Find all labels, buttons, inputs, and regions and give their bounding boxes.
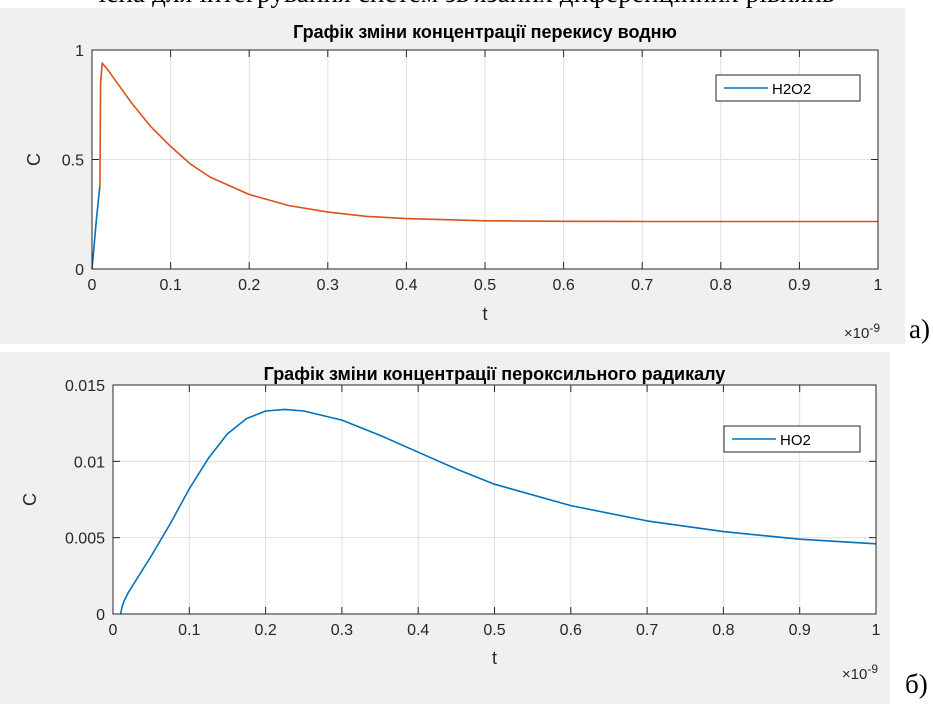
y-tick-label: 0 [96, 607, 105, 624]
x-tick-label: 0.6 [552, 277, 574, 294]
x-tick-label: 0.3 [331, 622, 353, 639]
legend-entry: H2O2 [772, 81, 811, 98]
y-tick-label: 0.005 [65, 531, 105, 548]
x-tick-label: 0.8 [710, 277, 732, 294]
chart-panel-peroxyl-radical: 0 0.1 0.2 0.3 0.4 0.5 0.6 0.7 0.8 0.9 1 0 0.005 0.01 0… [0, 352, 890, 704]
x-tick-label: 0 [109, 622, 118, 639]
chart-title: Графік зміни концентрації пероксильного … [264, 364, 726, 384]
y-tick-label: 0 [75, 262, 84, 279]
x-tick-label: 0.5 [483, 622, 505, 639]
x-tick-label: 0.9 [789, 622, 811, 639]
legend-entry: HO2 [780, 432, 811, 449]
x-tick-label: 0.4 [395, 277, 417, 294]
chart-title: Графік зміни концентрації перекису водню [293, 22, 677, 42]
legend: HO2 [723, 425, 861, 453]
x-tick-label: 0.4 [407, 622, 429, 639]
chart-hydrogen-peroxide: 0 0.1 0.2 0.3 0.4 0.5 0.6 0.7 0.8 0.9 1 0 0.5 1 Графік… [24, 22, 883, 342]
y-tick-label: 0.015 [65, 378, 105, 395]
legend: H2O2 [715, 74, 861, 102]
x-tick-label: 1 [874, 277, 883, 294]
x-tick-label: 0.6 [560, 622, 582, 639]
x-tick-label: 0.3 [317, 277, 339, 294]
x-tick-label: 0.1 [159, 277, 181, 294]
x-tick-label: 0.5 [474, 277, 496, 294]
x-tick-label: 0.2 [254, 622, 276, 639]
x-tick-label: 0.2 [238, 277, 260, 294]
panel-letter-b: б) [905, 669, 928, 699]
x-axis-exponent: ×10-9 [844, 321, 880, 342]
series-line-2 [99, 62, 878, 223]
chart-peroxyl-radical: 0 0.1 0.2 0.3 0.4 0.5 0.6 0.7 0.8 0.9 1 0 0.005 0.01 0… [20, 364, 881, 683]
chart-panel-hydrogen-peroxide: 0 0.1 0.2 0.3 0.4 0.5 0.6 0.7 0.8 0.9 1 0 0.5 1 Графік… [0, 8, 905, 344]
x-tick-label: 0 [88, 277, 97, 294]
y-tick-label: 0.01 [74, 454, 105, 471]
x-axis-label: t [492, 648, 497, 668]
cut-off-caption-text: існа для інтегрування систем зв'язаних д… [0, 0, 933, 10]
x-tick-label: 0.7 [636, 622, 658, 639]
y-tick-label: 0.5 [62, 153, 84, 170]
y-axis-label: C [20, 493, 40, 506]
panel-letter-a: а) [909, 314, 930, 344]
x-tick-label: 0.7 [631, 277, 653, 294]
x-tick-label: 0.8 [712, 622, 734, 639]
x-tick-label: 0.9 [788, 277, 810, 294]
series-line-1 [91, 185, 101, 270]
x-axis-label: t [482, 304, 487, 324]
x-tick-label: 1 [872, 622, 881, 639]
series-line-1 [119, 408, 877, 615]
y-axis-label: C [24, 153, 44, 166]
x-tick-label: 0.1 [178, 622, 200, 639]
y-tick-label: 1 [75, 43, 84, 60]
x-axis-exponent: ×10-9 [842, 662, 878, 683]
